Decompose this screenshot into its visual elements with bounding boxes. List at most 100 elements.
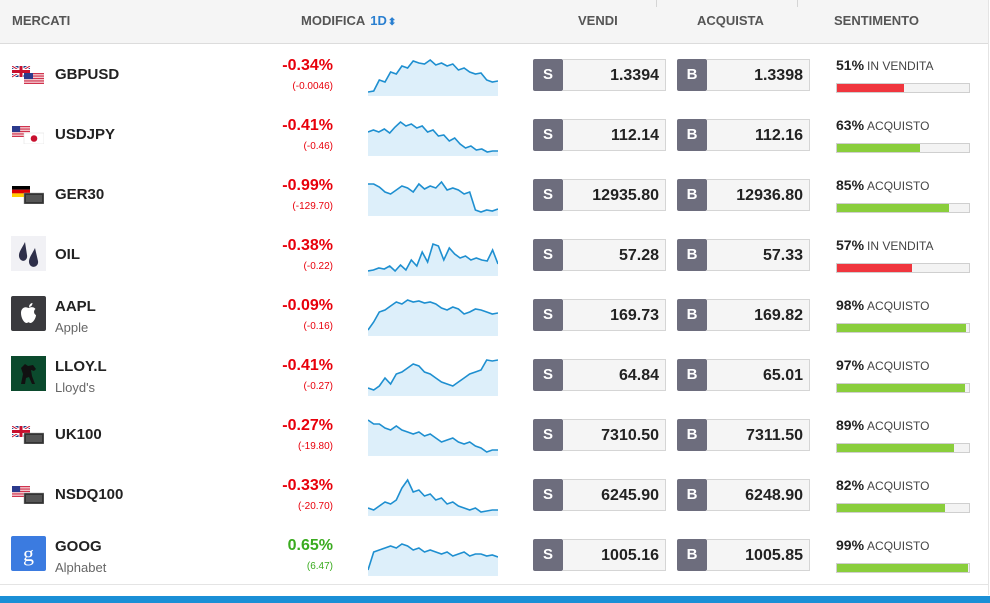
sentiment-bar-fill	[837, 444, 955, 452]
market-symbol[interactable]: OIL	[55, 246, 80, 263]
buy-button[interactable]: B	[677, 59, 707, 91]
sell-button[interactable]: S	[533, 59, 563, 91]
sell-button[interactable]: S	[533, 119, 563, 151]
buy-button[interactable]: B	[677, 419, 707, 451]
sparkline-line	[368, 299, 498, 331]
market-symbol[interactable]: GOOG	[55, 538, 102, 555]
sparkline-line	[368, 419, 498, 453]
table-row[interactable]: AAPL Apple -0.09% (-0.16) S 169.73 B 169…	[0, 284, 988, 345]
market-symbol[interactable]: USDJPY	[55, 126, 116, 143]
market-symbol[interactable]: AAPL	[55, 298, 96, 315]
buy-button[interactable]: B	[677, 359, 707, 391]
market-name: Apple	[55, 320, 89, 335]
sentiment-text: 89% ACQUISTO	[836, 417, 930, 433]
sentiment-bar	[836, 143, 970, 153]
change-absolute: (-0.27)	[303, 381, 333, 392]
market-symbol[interactable]: LLOY.L	[55, 358, 107, 375]
sentiment-text: 51% IN VENDITA	[836, 57, 933, 73]
sell-button[interactable]: S	[533, 359, 563, 391]
column-header-sell[interactable]: VENDI	[578, 13, 618, 28]
flag-gb-icon	[12, 426, 44, 444]
buy-button[interactable]: B	[677, 479, 707, 511]
sparkline-line	[368, 120, 498, 153]
change-absolute: (-0.22)	[303, 261, 333, 272]
sentiment-bar	[836, 503, 970, 513]
buy-button[interactable]: B	[677, 239, 707, 271]
sell-button[interactable]: S	[533, 179, 563, 211]
sparkline-chart	[368, 180, 498, 216]
sentiment-bar	[836, 203, 970, 213]
market-symbol[interactable]: NSDQ100	[55, 486, 124, 503]
change-absolute: (-0.16)	[303, 321, 333, 332]
flag-gb-us-icon	[12, 66, 44, 84]
table-row[interactable]: UK100 -0.27% (-19.80) S 7310.50 B 7311.5…	[0, 404, 988, 465]
sentiment-percent: 99%	[836, 537, 865, 553]
sell-button[interactable]: S	[533, 479, 563, 511]
market-symbol[interactable]: GBPUSD	[55, 66, 120, 83]
sparkline-area	[368, 300, 498, 336]
buy-button[interactable]: B	[677, 299, 707, 331]
sell-price[interactable]: 6245.90	[563, 479, 666, 511]
sell-button[interactable]: S	[533, 419, 563, 451]
buy-price[interactable]: 1.3398	[707, 59, 810, 91]
sparkline-chart	[368, 359, 498, 396]
column-header-buy[interactable]: ACQUISTA	[697, 13, 764, 28]
sparkline-chart	[368, 58, 498, 96]
market-symbol[interactable]: UK100	[55, 426, 102, 443]
sell-price[interactable]: 1.3394	[563, 59, 666, 91]
sell-price[interactable]: 7310.50	[563, 419, 666, 451]
column-header-sentiment[interactable]: SENTIMENTO	[834, 13, 919, 28]
sparkline-chart	[368, 120, 498, 156]
lloyds-horse-icon	[11, 356, 46, 391]
period-selector[interactable]: 1D	[370, 13, 387, 28]
sentiment-bar	[836, 263, 970, 273]
sort-toggle-icon[interactable]: ⬍	[387, 17, 397, 28]
column-header-markets[interactable]: MERCATI	[12, 13, 71, 28]
buy-price[interactable]: 12936.80	[707, 179, 810, 211]
sentiment-percent: 98%	[836, 297, 865, 313]
sell-button[interactable]: S	[533, 539, 563, 571]
flag-us-jp-icon	[12, 126, 44, 144]
sell-price[interactable]: 1005.16	[563, 539, 666, 571]
sell-button[interactable]: S	[533, 239, 563, 271]
sell-price[interactable]: 57.28	[563, 239, 666, 271]
buy-price[interactable]: 169.82	[707, 299, 810, 331]
sell-price[interactable]: 64.84	[563, 359, 666, 391]
buy-price[interactable]: 57.33	[707, 239, 810, 271]
table-row[interactable]: GBPUSD -0.34% (-0.0046) S 1.3394 B 1.339…	[0, 44, 988, 105]
sell-price[interactable]: 169.73	[563, 299, 666, 331]
table-row[interactable]: USDJPY -0.41% (-0.46) S 112.14 B 112.16 …	[0, 104, 988, 165]
sentiment-text: 82% ACQUISTO	[836, 477, 930, 493]
sentiment-bar-fill	[837, 384, 966, 392]
buy-price[interactable]: 65.01	[707, 359, 810, 391]
table-row[interactable]: g GOOG Alphabet 0.65% (6.47) S 1005.16 B…	[0, 524, 988, 585]
svg-text:g: g	[23, 541, 34, 566]
change-absolute: (-129.70)	[292, 201, 333, 212]
column-header-change[interactable]: MODIFICA 1D⬍	[301, 13, 397, 28]
buy-price[interactable]: 6248.90	[707, 479, 810, 511]
table-row[interactable]: OIL -0.38% (-0.22) S 57.28 B 57.33 57% IN…	[0, 224, 988, 285]
buy-price[interactable]: 1005.85	[707, 539, 810, 571]
table-row[interactable]: LLOY.L Lloyd's -0.41% (-0.27) S 64.84 B …	[0, 344, 988, 405]
buy-button[interactable]: B	[677, 119, 707, 151]
table-row[interactable]: GER30 -0.99% (-129.70) S 12935.80 B 1293…	[0, 164, 988, 225]
buy-price[interactable]: 112.16	[707, 119, 810, 151]
change-absolute: (-0.46)	[303, 141, 333, 152]
buy-price[interactable]: 7311.50	[707, 419, 810, 451]
sparkline-line	[368, 242, 498, 273]
sell-price[interactable]: 112.14	[563, 119, 666, 151]
header-divider	[797, 0, 798, 7]
buy-button[interactable]: B	[677, 179, 707, 211]
market-symbol[interactable]: GER30	[55, 186, 105, 203]
buy-button[interactable]: B	[677, 539, 707, 571]
change-absolute: (-19.80)	[297, 441, 333, 452]
table-row[interactable]: NSDQ100 -0.33% (-20.70) S 6245.90 B 6248…	[0, 464, 988, 525]
change-percent: -0.38%	[282, 237, 333, 254]
change-percent: -0.27%	[282, 417, 333, 434]
sentiment-percent: 82%	[836, 477, 865, 493]
sell-button[interactable]: S	[533, 299, 563, 331]
sell-price[interactable]: 12935.80	[563, 179, 666, 211]
sentiment-text: 97% ACQUISTO	[836, 357, 930, 373]
sentiment-bar-fill	[837, 84, 905, 92]
